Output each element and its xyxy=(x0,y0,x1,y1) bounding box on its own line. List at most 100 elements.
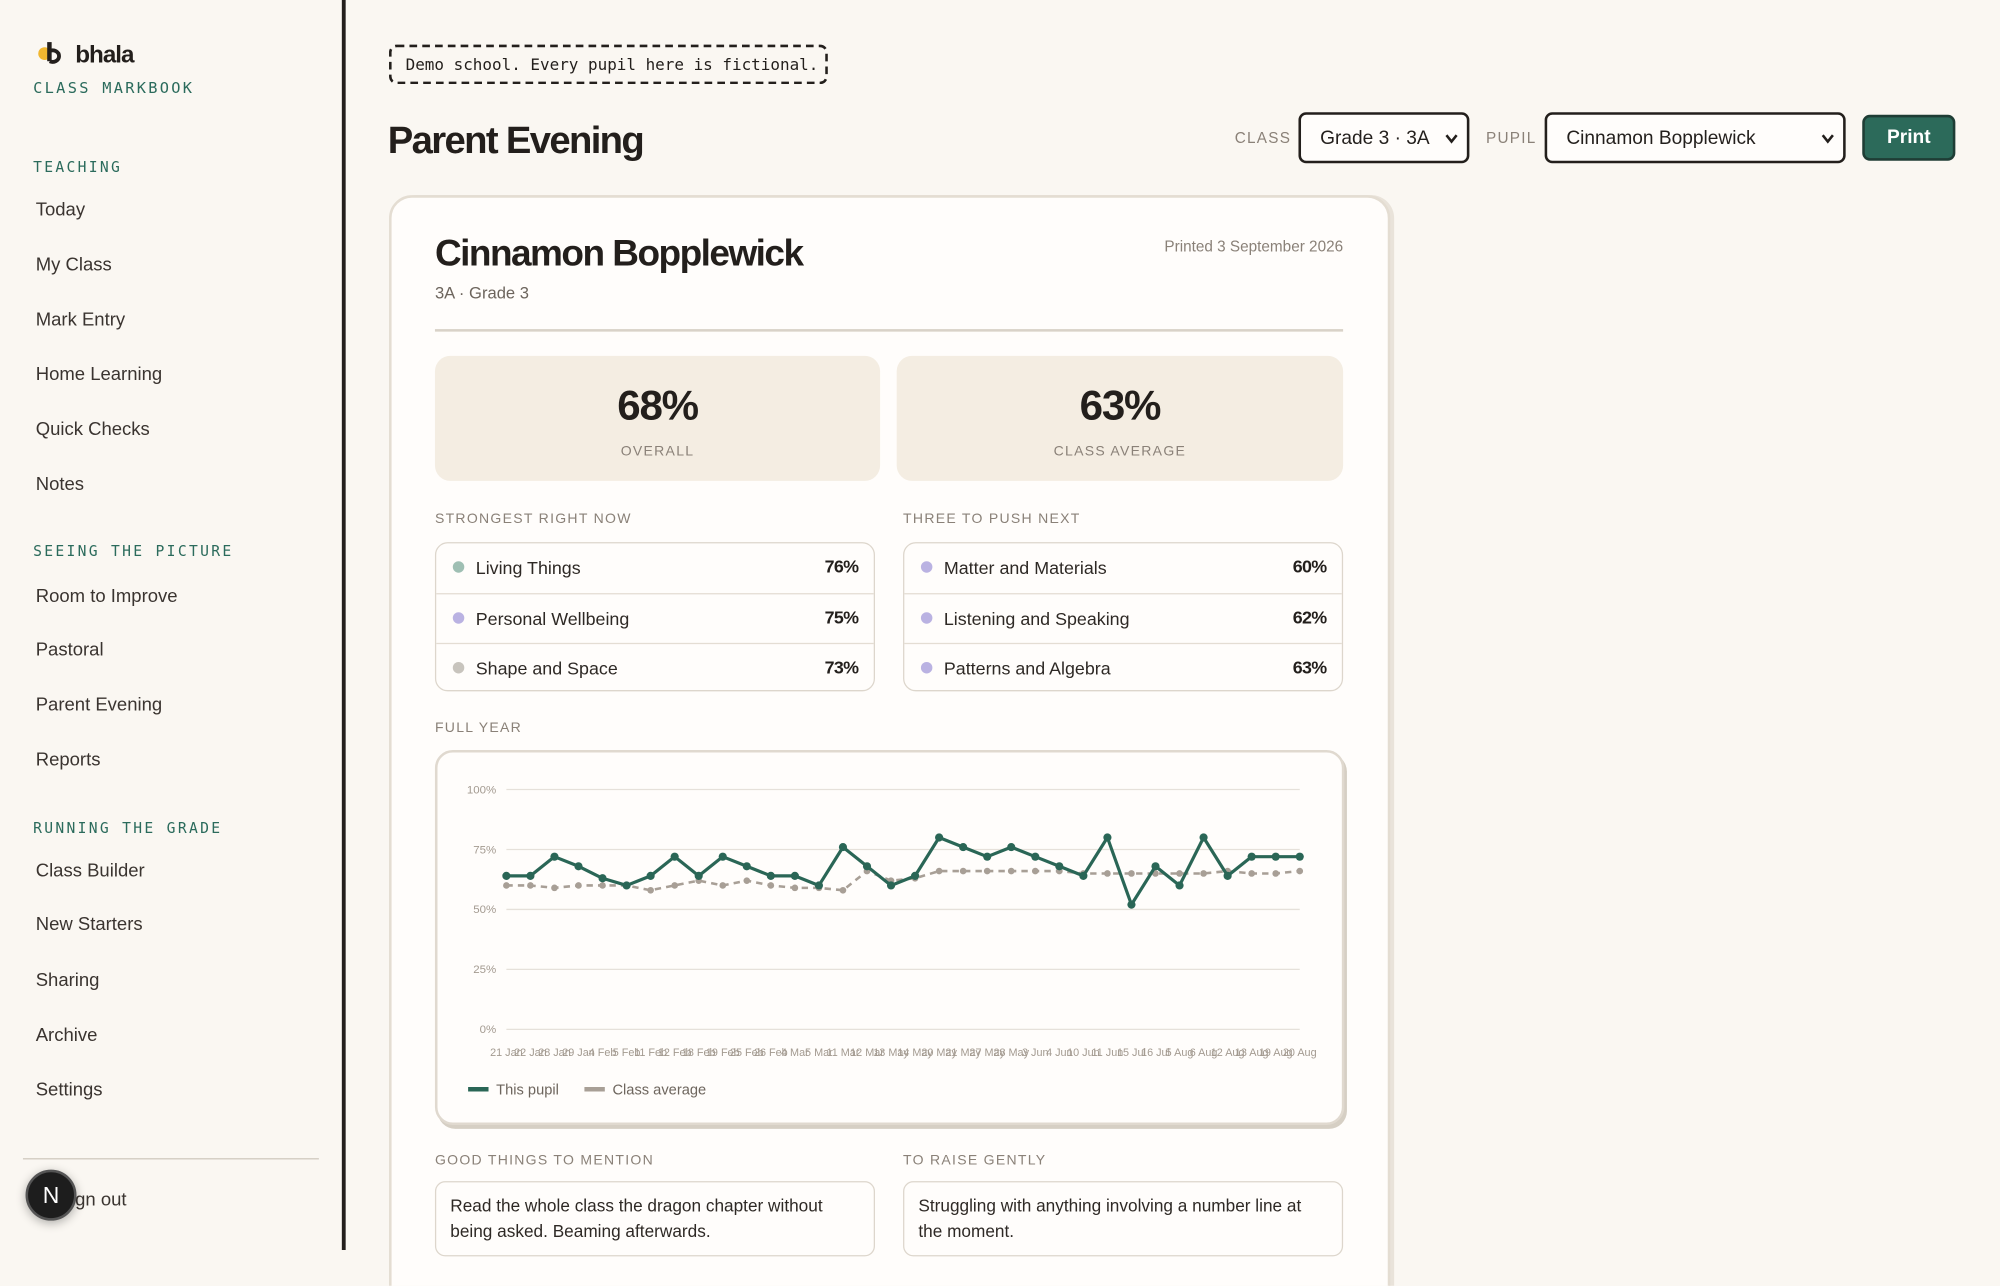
x-tick-label: 27 May xyxy=(969,1047,1005,1059)
point xyxy=(551,884,558,892)
x-tick-label: 19 Aug xyxy=(1259,1047,1293,1059)
item-name: Shape and Space xyxy=(475,658,618,679)
nav-item[interactable]: Parent Evening xyxy=(35,695,163,716)
point xyxy=(743,877,751,884)
x-tick-label: 14 May xyxy=(897,1047,933,1059)
point xyxy=(550,852,559,861)
point xyxy=(1295,852,1304,861)
dot xyxy=(920,612,933,624)
nav-item[interactable]: My Class xyxy=(35,255,112,276)
item-value: 62% xyxy=(1292,607,1327,628)
sidebar-border xyxy=(341,0,346,1250)
nav-item[interactable]: Today xyxy=(35,200,86,221)
x-tick-label: 4 Mar xyxy=(781,1047,809,1059)
item-value: 60% xyxy=(1292,556,1327,577)
nav-item[interactable]: Pastoral xyxy=(35,640,104,661)
print-button[interactable]: Print xyxy=(1862,114,1956,161)
pupil-select[interactable]: Cinnamon Bopplewick xyxy=(1544,112,1846,164)
class-value: Grade 3 · 3A xyxy=(1320,126,1430,149)
x-tick-label: 28 Jan xyxy=(538,1047,571,1059)
y-tick-label: 25% xyxy=(473,964,496,976)
nav-item[interactable]: Settings xyxy=(35,1080,103,1101)
item-value: 73% xyxy=(824,656,859,678)
page-title: Parent Evening xyxy=(387,119,645,162)
x-tick-label: 11 Jun xyxy=(1092,1047,1124,1059)
nav-item[interactable]: Quick Checks xyxy=(35,419,150,441)
point xyxy=(1127,900,1136,909)
point xyxy=(1271,852,1280,861)
list-row: Personal Wellbeing 75% xyxy=(436,593,874,644)
point xyxy=(1079,871,1088,880)
class-select[interactable]: Grade 3 · 3A xyxy=(1298,112,1470,164)
nav-heading: TEACHING xyxy=(33,158,123,177)
nav-item[interactable]: Reports xyxy=(35,749,101,771)
list-row: Matter and Materials 60% xyxy=(904,543,1341,593)
point xyxy=(575,882,582,889)
point xyxy=(599,882,606,889)
x-tick-label: 13 Aug xyxy=(1235,1047,1269,1059)
point xyxy=(1103,833,1112,842)
push-list: Matter and Materials 60% Listening and Spe… xyxy=(903,542,1344,692)
point xyxy=(694,871,703,880)
point xyxy=(1272,870,1280,877)
dot xyxy=(452,612,465,624)
nav-item[interactable]: Notes xyxy=(35,474,85,495)
nav-item[interactable]: Archive xyxy=(35,1025,98,1046)
nav-item[interactable]: New Starters xyxy=(35,914,143,935)
point xyxy=(598,874,607,883)
nav-item[interactable]: Room to Improve xyxy=(35,586,178,608)
legend-label: Class average xyxy=(612,1082,706,1098)
point xyxy=(983,852,992,861)
nav-item[interactable]: Sharing xyxy=(35,970,100,992)
stat-overall: 68% OVERALL xyxy=(434,355,881,481)
point xyxy=(574,862,583,871)
y-tick-label: 50% xyxy=(473,904,496,916)
dot xyxy=(452,561,465,573)
y-tick-label: 0% xyxy=(480,1024,497,1036)
nav-item[interactable]: Mark Entry xyxy=(35,309,126,331)
x-tick-label: 12 Aug xyxy=(1211,1047,1245,1059)
divider xyxy=(434,329,1344,331)
point xyxy=(646,871,655,880)
logo xyxy=(38,42,61,64)
nav-item[interactable]: Home Learning xyxy=(35,364,163,386)
y-tick-label: 100% xyxy=(467,784,496,796)
point xyxy=(1175,881,1184,890)
point xyxy=(767,882,775,889)
point xyxy=(503,882,510,889)
point xyxy=(1031,852,1040,861)
item-name: Patterns and Algebra xyxy=(943,658,1111,679)
point xyxy=(1223,871,1232,880)
point xyxy=(1007,867,1015,875)
item-name: Personal Wellbeing xyxy=(475,608,630,629)
point xyxy=(862,862,872,871)
x-tick-label: 12 Mar xyxy=(850,1047,884,1059)
nav-item[interactable]: Class Builder xyxy=(35,860,145,882)
list-row: Living Things 76% xyxy=(436,543,873,593)
point xyxy=(1296,867,1304,875)
stat-value: 68% xyxy=(617,381,699,429)
point xyxy=(911,871,920,880)
chart-box xyxy=(434,749,1345,1125)
item-name: Matter and Materials xyxy=(943,557,1107,578)
x-tick-label: 10 Jun xyxy=(1067,1047,1100,1059)
x-tick-label: 13 May xyxy=(873,1047,909,1059)
x-tick-label: 12 Feb xyxy=(658,1047,692,1059)
section-label: THREE TO PUSH NEXT xyxy=(903,511,1081,527)
item-value: 76% xyxy=(824,556,859,577)
point xyxy=(814,881,823,890)
point xyxy=(935,833,944,842)
y-tick-label: 75% xyxy=(473,844,496,856)
point xyxy=(791,884,799,892)
stat-value: 63% xyxy=(1079,381,1162,429)
point xyxy=(839,886,847,894)
dot xyxy=(920,661,933,674)
nav-heading: RUNNING THE GRADE xyxy=(33,818,223,837)
point xyxy=(1151,862,1160,871)
good-note: Read the whole class the dragon chapter … xyxy=(434,1181,875,1257)
point xyxy=(1007,843,1016,852)
dev-badge[interactable]: N xyxy=(25,1169,77,1221)
point xyxy=(790,871,799,880)
section-label: STRONGEST RIGHT NOW xyxy=(434,511,632,527)
